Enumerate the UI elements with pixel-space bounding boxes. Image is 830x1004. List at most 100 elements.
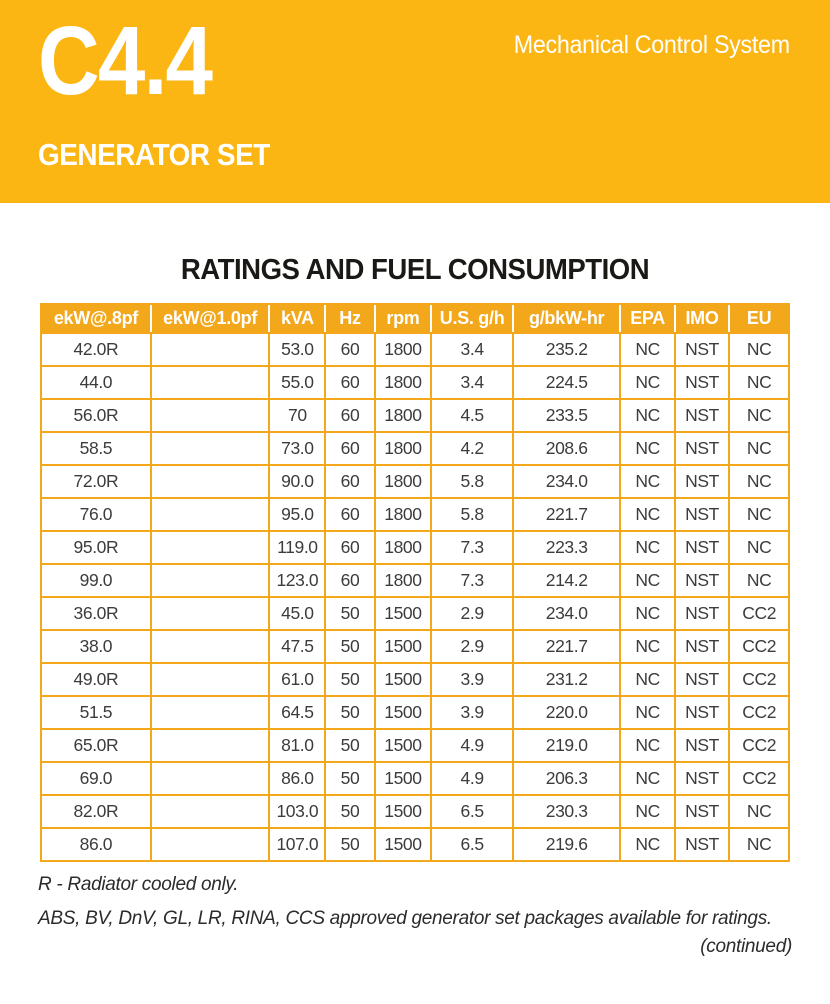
banner-tagline: Mechanical Control System bbox=[513, 31, 790, 59]
column-header: EPA bbox=[619, 305, 673, 332]
table-cell: 214.2 bbox=[511, 565, 619, 596]
table-cell: 5.8 bbox=[430, 466, 512, 497]
table-cell: NST bbox=[673, 829, 728, 860]
table-row: 95.0R 119.0 60 1800 7.3 223.3 NC NST NC bbox=[42, 532, 788, 565]
table-cell: 234.0 bbox=[511, 466, 619, 497]
table-cell bbox=[149, 565, 269, 596]
table-cell: NST bbox=[673, 565, 728, 596]
table-cell: NST bbox=[673, 697, 728, 728]
table-cell: CC2 bbox=[728, 730, 788, 761]
table-cell: 233.5 bbox=[511, 400, 619, 431]
column-header: g/bkW-hr bbox=[511, 305, 619, 332]
table-cell: 86.0 bbox=[268, 763, 324, 794]
table-cell: 1800 bbox=[373, 499, 431, 530]
banner-subtitle: GENERATOR SET bbox=[38, 137, 270, 172]
table-cell bbox=[149, 466, 269, 497]
table-cell: NST bbox=[673, 730, 728, 761]
table-cell: 7.3 bbox=[430, 532, 512, 563]
table-cell: 1800 bbox=[373, 400, 431, 431]
continued-label: (continued) bbox=[700, 936, 792, 957]
table-cell: NC bbox=[619, 334, 673, 365]
table-cell: 5.8 bbox=[430, 499, 512, 530]
table-cell: NST bbox=[673, 367, 728, 398]
table-cell: 2.9 bbox=[430, 598, 512, 629]
table-cell: NC bbox=[619, 631, 673, 662]
table-cell: NC bbox=[728, 466, 788, 497]
table-cell: 219.6 bbox=[511, 829, 619, 860]
table-cell: 219.0 bbox=[511, 730, 619, 761]
table-cell: 38.0 bbox=[79, 636, 113, 656]
table-cell: 49.0R bbox=[73, 669, 119, 689]
footnote: ABS, BV, DnV, GL, LR, RINA, CCS approved… bbox=[38, 908, 772, 929]
table-cell: NC bbox=[619, 664, 673, 695]
table-cell bbox=[149, 499, 269, 530]
table-cell: NC bbox=[619, 598, 673, 629]
table-cell: 1500 bbox=[373, 697, 431, 728]
table-cell: 60 bbox=[324, 334, 373, 365]
table-cell: NST bbox=[673, 334, 728, 365]
table-cell bbox=[149, 829, 269, 860]
table-row: 36.0R 45.0 50 1500 2.9 234.0 NC NST CC2 bbox=[42, 598, 788, 631]
table-row: 44.0 55.0 60 1800 3.4 224.5 NC NST NC bbox=[42, 367, 788, 400]
table-cell: NC bbox=[728, 400, 788, 431]
table-cell bbox=[149, 796, 269, 827]
table-cell: 47.5 bbox=[268, 631, 324, 662]
footnotes: R - Radiator cooled only. ABS, BV, DnV, G… bbox=[38, 874, 790, 942]
table-cell: 3.4 bbox=[430, 334, 512, 365]
column-header: rpm bbox=[373, 305, 431, 332]
table-cell: 1500 bbox=[373, 763, 431, 794]
table-row: 38.0 47.5 50 1500 2.9 221.7 NC NST CC2 bbox=[42, 631, 788, 664]
table-cell: 65.0R bbox=[73, 735, 119, 755]
table-cell: NC bbox=[619, 730, 673, 761]
table-cell: NST bbox=[673, 466, 728, 497]
table-cell: 1500 bbox=[373, 598, 431, 629]
table-cell: 76.0 bbox=[79, 504, 113, 524]
table-body: 42.0R 53.0 60 1800 3.4 235.2 NC NST NC 44.0 55.0 60… bbox=[42, 334, 788, 860]
table-cell: 4.9 bbox=[430, 763, 512, 794]
table-cell bbox=[149, 367, 269, 398]
column-header: ekW@.8pf bbox=[53, 308, 138, 328]
table-cell: 64.5 bbox=[268, 697, 324, 728]
table-row: 42.0R 53.0 60 1800 3.4 235.2 NC NST NC bbox=[42, 334, 788, 367]
table-cell: NC bbox=[728, 367, 788, 398]
table-cell: 1500 bbox=[373, 796, 431, 827]
table-row: 76.0 95.0 60 1800 5.8 221.7 NC NST NC bbox=[42, 499, 788, 532]
table-cell: 56.0R bbox=[73, 405, 119, 425]
table-cell: 72.0R bbox=[73, 471, 119, 491]
table-cell: 82.0R bbox=[73, 801, 119, 821]
table-cell: NC bbox=[619, 433, 673, 464]
table-cell: 123.0 bbox=[268, 565, 324, 596]
table-cell: 235.2 bbox=[511, 334, 619, 365]
column-header: ekW@1.0pf bbox=[149, 305, 269, 332]
table-row: 65.0R 81.0 50 1500 4.9 219.0 NC NST CC2 bbox=[42, 730, 788, 763]
table-cell: 50 bbox=[324, 598, 373, 629]
table-cell: 60 bbox=[324, 499, 373, 530]
section-title: RATINGS AND FUEL CONSUMPTION bbox=[180, 254, 650, 286]
table-cell bbox=[149, 598, 269, 629]
table-cell: 3.9 bbox=[430, 664, 512, 695]
table-cell: 61.0 bbox=[268, 664, 324, 695]
table-cell: 224.5 bbox=[511, 367, 619, 398]
table-cell: 69.0 bbox=[79, 768, 113, 788]
table-cell: 81.0 bbox=[268, 730, 324, 761]
table-cell: 1500 bbox=[373, 730, 431, 761]
table-row: 51.5 64.5 50 1500 3.9 220.0 NC NST CC2 bbox=[42, 697, 788, 730]
table-cell bbox=[149, 763, 269, 794]
table-cell: 4.9 bbox=[430, 730, 512, 761]
table-cell: 51.5 bbox=[79, 702, 113, 722]
table-cell: NC bbox=[728, 796, 788, 827]
table-cell: 221.7 bbox=[511, 499, 619, 530]
table-cell: NC bbox=[728, 334, 788, 365]
table-cell bbox=[149, 334, 269, 365]
table-cell bbox=[149, 532, 269, 563]
table-row: 49.0R 61.0 50 1500 3.9 231.2 NC NST CC2 bbox=[42, 664, 788, 697]
table-cell: CC2 bbox=[728, 664, 788, 695]
table-cell: 119.0 bbox=[268, 532, 324, 563]
table-cell: 44.0 bbox=[79, 372, 113, 392]
table-cell: 53.0 bbox=[268, 334, 324, 365]
table-cell: 4.2 bbox=[430, 433, 512, 464]
table-cell: 86.0 bbox=[79, 834, 113, 854]
table-cell: NC bbox=[619, 400, 673, 431]
table-cell bbox=[149, 631, 269, 662]
table-cell: 60 bbox=[324, 367, 373, 398]
